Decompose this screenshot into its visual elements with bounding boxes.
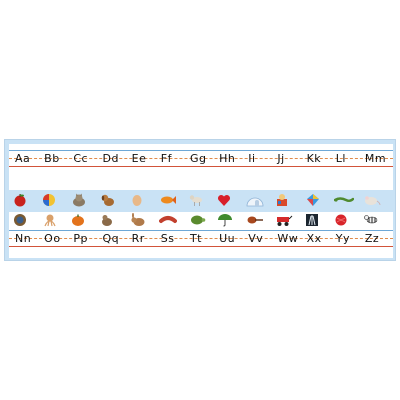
rabbit-icon xyxy=(130,212,158,228)
x-ray-icon xyxy=(305,212,333,228)
letter-pair: Rr xyxy=(131,232,145,245)
base-guide-line xyxy=(9,166,393,167)
pictures-row-n-to-z xyxy=(13,212,391,228)
letter-pair: Pp xyxy=(73,232,88,245)
pictures-row-a-to-m xyxy=(13,192,391,208)
kite-icon xyxy=(305,192,333,208)
letters-row-n-to-z: Nn Oo Pp Qq Rr Ss Tt Uu Vv Ww Xx Yy Zz xyxy=(15,232,393,246)
egg-icon xyxy=(130,192,158,208)
dog-icon xyxy=(100,192,128,208)
base-guide-line xyxy=(9,246,393,247)
letter-pair: Oo xyxy=(44,232,61,245)
alphabet-line-card: Aa Bb Cc Dd Ee Ff Gg Hh Ii Jj Kk Ll Mm xyxy=(4,139,396,261)
zebra-icon xyxy=(363,212,391,228)
letter-pair: Kk xyxy=(306,152,322,165)
letter-pair: Ss xyxy=(160,232,175,245)
ball-icon xyxy=(42,192,70,208)
letter-pair: Aa xyxy=(15,152,31,165)
pumpkin-icon xyxy=(71,212,99,228)
letter-pair: Jj xyxy=(277,152,285,165)
letter-pair: Tt xyxy=(189,232,202,245)
letter-pair: Nn xyxy=(15,232,32,245)
mid-guide-line xyxy=(9,238,393,239)
apple-icon xyxy=(13,192,41,208)
alphabet-strip-a-to-m: Aa Bb Cc Dd Ee Ff Gg Hh Ii Jj Kk Ll Mm xyxy=(9,144,393,190)
mid-guide-line xyxy=(9,158,393,159)
letter-pair: Ll xyxy=(335,152,346,165)
letter-pair: Ff xyxy=(160,152,172,165)
letter-pair: Cc xyxy=(73,152,89,165)
igloo-icon xyxy=(246,192,274,208)
letter-pair: Gg xyxy=(189,152,207,165)
sausage-icon xyxy=(158,212,187,228)
fish-icon xyxy=(159,192,187,208)
letter-pair: Uu xyxy=(219,232,236,245)
letter-pair: Xx xyxy=(306,232,322,245)
jack-in-the-box-icon xyxy=(275,192,303,208)
goat-icon xyxy=(188,192,216,208)
octopus-icon xyxy=(42,212,70,228)
cat-icon xyxy=(71,192,99,208)
letters-row-a-to-m: Aa Bb Cc Dd Ee Ff Gg Hh Ii Jj Kk Ll Mm xyxy=(15,152,393,166)
letter-pair: Qq xyxy=(102,232,120,245)
yarn-icon xyxy=(334,212,362,228)
letter-pair: Bb xyxy=(44,152,60,165)
turtle-icon xyxy=(188,212,216,228)
wagon-icon xyxy=(275,212,303,228)
letter-pair: Zz xyxy=(364,232,380,245)
umbrella-icon xyxy=(217,212,245,228)
letter-pair: Ww xyxy=(277,232,299,245)
top-guide-line xyxy=(9,230,393,231)
lizard-icon xyxy=(333,192,362,208)
letter-pair: Dd xyxy=(102,152,119,165)
letter-pair: Ii xyxy=(248,152,256,165)
letter-pair: Vv xyxy=(248,232,264,245)
letter-pair: Mm xyxy=(364,152,387,165)
mouse-icon xyxy=(363,192,391,208)
nest-icon xyxy=(13,212,41,228)
quail-icon xyxy=(100,212,128,228)
top-guide-line xyxy=(9,150,393,151)
violin-icon xyxy=(246,212,274,228)
heart-icon xyxy=(217,192,245,208)
letter-pair: Ee xyxy=(131,152,147,165)
letter-pair: Hh xyxy=(219,152,236,165)
letter-pair: Yy xyxy=(335,232,350,245)
